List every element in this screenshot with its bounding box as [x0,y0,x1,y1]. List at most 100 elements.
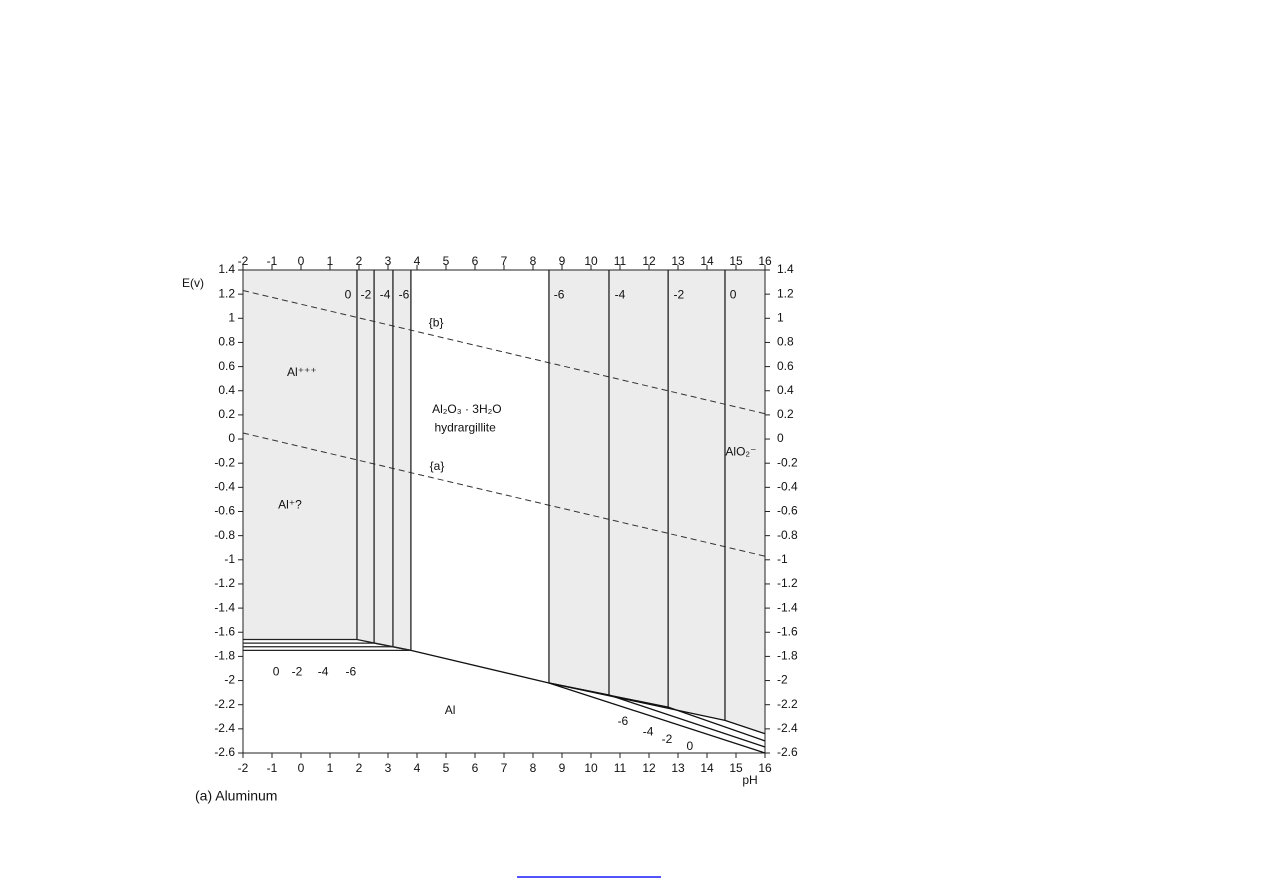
y-tick-label: -1.6 [777,624,798,638]
annotation: -6 [554,288,565,302]
y-tick-label: -1 [777,552,788,566]
x-tick-label: 15 [729,254,743,268]
annotation: -4 [380,288,391,302]
x-tick-label: 12 [642,254,656,268]
x-tick-label: 4 [414,254,421,268]
annotation: -4 [643,725,654,739]
x-tick-label: 6 [472,254,479,268]
y-tick-label: -2.4 [777,721,798,735]
y-tick-label: -2.6 [214,745,235,759]
y-tick-label: 0.4 [777,383,794,397]
caption: (a) Aluminum [195,788,277,804]
y-tick-label: -2 [777,673,788,687]
y-tick-label: -2 [224,673,235,687]
x-tick-label: 11 [614,761,627,775]
y-tick-label: 0 [777,431,784,445]
x-tick-label: 5 [443,761,450,775]
x-tick-label: 9 [559,761,566,775]
annotation: 0 [345,288,352,302]
annotation: -6 [618,714,629,728]
boundary-line [548,682,766,748]
y-tick-label: -2.2 [777,697,798,711]
y-tick-label: 0.4 [218,383,235,397]
x-tick-label: 13 [671,254,685,268]
x-tick-label: 5 [443,254,450,268]
y-tick-label: 0.8 [777,335,794,349]
x-tick-label: 2 [356,254,363,268]
y-tick-label: -1.8 [214,649,235,663]
y-tick-label: -1.6 [214,624,235,638]
x-tick-label: 15 [729,761,743,775]
annotation: hydrargillite [434,420,496,434]
x-tick-label: -1 [267,761,278,775]
x-tick-label: 7 [501,254,508,268]
annotation: AlO₂⁻ [725,445,756,459]
x-tick-label: 7 [501,761,508,775]
y-tick-label: -1.2 [214,576,235,590]
annotation: {b} [429,315,444,329]
y-tick-label: -0.8 [214,528,235,542]
y-tick-label: 1.4 [777,262,794,276]
x-tick-label: 14 [700,254,714,268]
x-tick-label: 2 [356,761,363,775]
shaded-region [549,270,765,734]
x-tick-label: 6 [472,761,479,775]
annotation: Al⁺? [278,498,302,512]
annotation: 0 [687,739,694,753]
x-tick-label: -2 [238,761,249,775]
y-tick-label: -1.2 [777,576,798,590]
x-tick-label: 9 [559,254,566,268]
y-tick-label: 0.6 [777,359,794,373]
x-tick-label: 10 [584,254,598,268]
annotation: -6 [346,664,357,678]
annotation: 0 [273,664,280,678]
boundary-line [243,646,412,651]
x-tick-label: 14 [700,761,714,775]
annotation: -6 [399,288,410,302]
y-tick-label: 0.2 [777,407,794,421]
annotation: -2 [662,732,673,746]
x-tick-label: 1 [327,254,334,268]
x-tick-label: 8 [530,761,537,775]
y-tick-label: -0.6 [777,504,798,518]
annotation: -2 [674,288,685,302]
x-tick-label: 0 [298,254,305,268]
y-axis-label: E(v) [182,276,204,290]
annotation: -2 [292,664,303,678]
boundary-line [548,682,766,754]
y-tick-label: -2.2 [214,697,235,711]
y-tick-label: -0.4 [777,480,798,494]
y-tick-label: -0.2 [214,455,235,469]
y-tick-label: 0.2 [218,407,235,421]
y-tick-label: -1.4 [214,600,235,614]
y-tick-label: -1.8 [777,649,798,663]
y-tick-label: -0.8 [777,528,798,542]
x-tick-label: 3 [385,761,392,775]
x-tick-label: -1 [267,254,278,268]
x-tick-label: 8 [530,254,537,268]
annotation: -4 [615,288,626,302]
x-tick-label: 4 [414,761,421,775]
shaded-region [243,270,411,650]
y-tick-label: 1.2 [218,286,235,300]
annotation: 0 [730,288,737,302]
annotation: Al₂O₃ · 3H₂O [432,402,502,416]
x-tick-label: 16 [758,761,772,775]
x-tick-label: 1 [327,761,334,775]
y-tick-label: -2.6 [777,745,798,759]
x-tick-label: 12 [642,761,656,775]
y-tick-label: 0.8 [218,335,235,349]
y-tick-label: -2.4 [214,721,235,735]
annotation: -4 [318,664,329,678]
y-tick-label: 1.2 [777,286,794,300]
y-tick-label: 0.6 [218,359,235,373]
x-tick-label: 10 [584,761,598,775]
y-tick-label: 0 [228,431,235,445]
y-tick-label: 1 [777,310,784,324]
x-axis-label: pH [742,773,757,787]
annotation: Al [445,703,456,717]
x-tick-label: 16 [758,254,772,268]
y-tick-label: -0.2 [777,455,798,469]
y-tick-label: 1.4 [218,262,235,276]
